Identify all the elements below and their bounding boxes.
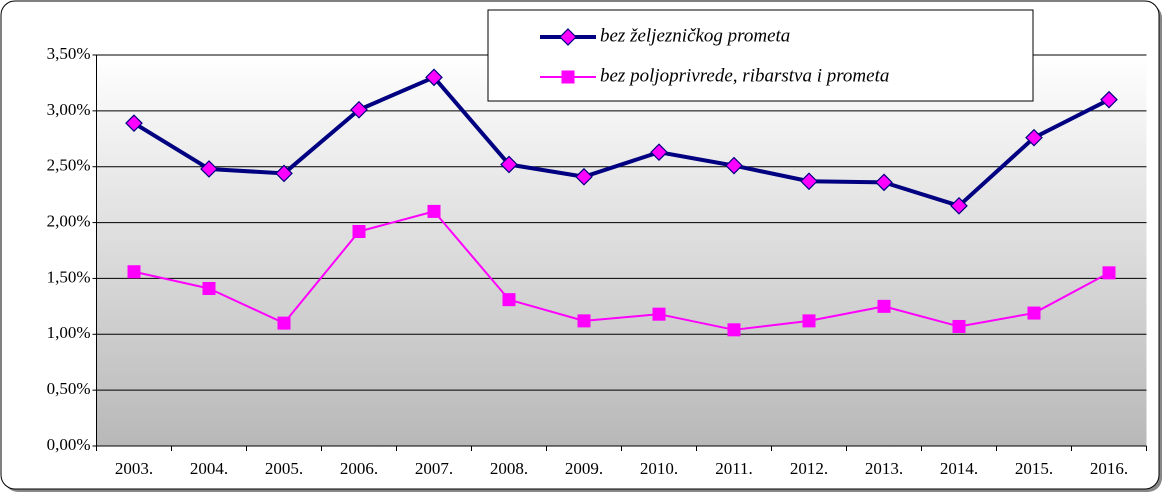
legend-label: bez željezničkog prometa xyxy=(600,25,790,46)
data-point xyxy=(575,167,593,186)
y-tick-label: 2,50% xyxy=(47,156,91,175)
data-point xyxy=(725,156,743,175)
x-tick-label: 2006. xyxy=(340,459,378,478)
data-point xyxy=(427,204,441,218)
legend-box xyxy=(487,9,1034,102)
data-point xyxy=(502,293,516,307)
x-tick-label: 2007. xyxy=(415,459,453,478)
data-point xyxy=(577,314,591,328)
x-tick-label: 2008. xyxy=(490,459,528,478)
y-tick-label: 1,50% xyxy=(47,267,91,286)
x-tick-label: 2016. xyxy=(1090,459,1128,478)
y-tick-label: 0,00% xyxy=(47,435,91,454)
plot-area xyxy=(96,55,1147,446)
y-tick-label: 0,50% xyxy=(47,379,91,398)
data-point xyxy=(952,319,966,333)
data-point xyxy=(802,314,816,328)
data-point xyxy=(1102,266,1116,280)
x-tick-label: 2011. xyxy=(715,459,753,478)
x-tick-label: 2005. xyxy=(265,459,303,478)
data-point xyxy=(127,265,141,279)
data-point xyxy=(1100,90,1118,109)
data-point xyxy=(875,173,893,192)
data-point xyxy=(275,164,293,183)
data-point xyxy=(1025,128,1043,147)
legend-label: bez poljoprivrede, ribarstva i prometa xyxy=(600,65,889,86)
x-tick-label: 2009. xyxy=(565,459,603,478)
x-tick-label: 2013. xyxy=(865,459,903,478)
x-tick-label: 2014. xyxy=(940,459,978,478)
data-point xyxy=(950,196,968,215)
data-point xyxy=(727,323,741,337)
series-line xyxy=(133,210,1110,331)
data-point xyxy=(500,155,518,174)
legend-marker xyxy=(561,70,575,84)
data-point xyxy=(202,281,216,295)
data-point xyxy=(425,68,443,87)
legend-marker xyxy=(559,28,577,46)
data-point xyxy=(125,114,143,132)
x-tick-label: 2012. xyxy=(790,459,828,478)
data-point xyxy=(650,143,668,162)
data-point xyxy=(352,225,366,239)
x-tick-label: 2015. xyxy=(1015,459,1053,478)
y-tick-label: 3,50% xyxy=(47,44,91,63)
x-tick-label: 2003. xyxy=(115,459,153,478)
y-tick-label: 2,00% xyxy=(47,211,91,230)
y-tick-label: 1,00% xyxy=(47,323,91,342)
data-point xyxy=(200,160,218,178)
data-point xyxy=(652,307,666,321)
data-point xyxy=(350,100,368,119)
series-line xyxy=(132,75,1110,208)
x-tick-label: 2004. xyxy=(190,459,228,478)
data-point xyxy=(877,299,891,313)
data-point xyxy=(800,172,818,191)
x-tick-label: 2010. xyxy=(640,459,678,478)
data-point xyxy=(277,316,291,330)
data-point xyxy=(1027,306,1041,320)
y-tick-label: 3,00% xyxy=(47,100,91,119)
